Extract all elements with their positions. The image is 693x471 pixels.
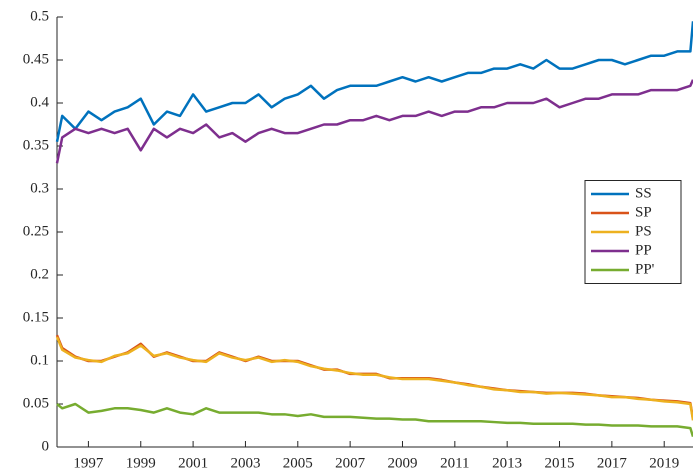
- x-tick-label: 2019: [649, 455, 679, 471]
- x-tick-label: 2015: [545, 455, 575, 471]
- y-tick-label: 0.15: [23, 309, 49, 325]
- x-tick-label: 2005: [283, 455, 313, 471]
- y-tick-label: 0.1: [30, 352, 49, 368]
- legend-label: SS: [635, 185, 652, 201]
- y-tick-label: 0.25: [23, 223, 49, 239]
- series-line: [55, 334, 693, 419]
- x-tick-label: 2011: [440, 455, 469, 471]
- x-tick-label: 2003: [230, 455, 260, 471]
- y-tick-label: 0.4: [30, 94, 49, 110]
- legend-label: PP': [635, 261, 655, 277]
- series-line: [55, 79, 693, 164]
- series-line: [56, 402, 693, 438]
- x-tick-label: 2001: [178, 455, 208, 471]
- series-line: [55, 21, 693, 142]
- legend-label: PS: [635, 223, 652, 239]
- y-tick-label: 0.3: [30, 180, 49, 196]
- y-tick-label: 0.45: [23, 51, 49, 67]
- x-tick-label: 2009: [387, 455, 417, 471]
- series-line: [55, 336, 693, 421]
- x-tick-label: 1997: [73, 455, 104, 471]
- legend-label: PP: [635, 242, 652, 258]
- x-tick-label: 2007: [335, 455, 366, 471]
- legend: SS SP PS PP PP': [584, 180, 682, 284]
- y-tick-label: 0.2: [30, 266, 49, 282]
- y-tick-label: 0.05: [23, 395, 49, 411]
- legend-label: SP: [635, 204, 652, 220]
- y-tick-label: 0.35: [23, 137, 49, 153]
- y-tick-label: 0.5: [30, 8, 49, 24]
- x-tick-label: 2017: [597, 455, 628, 471]
- x-tick-label: 1999: [126, 455, 156, 471]
- y-tick-label: 0: [42, 438, 50, 454]
- x-tick-label: 2013: [492, 455, 522, 471]
